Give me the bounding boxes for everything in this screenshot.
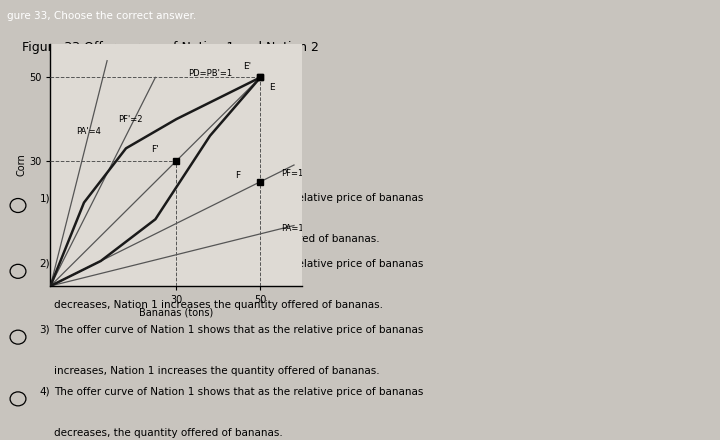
Text: 2): 2) — [40, 259, 50, 269]
Text: 4): 4) — [40, 386, 50, 396]
Text: PA'=4: PA'=4 — [76, 127, 101, 136]
Text: increases, Nation 1 increases the quantity offered of bananas.: increases, Nation 1 increases the quanti… — [54, 366, 379, 376]
Text: decreases, the quantity offered of bananas.: decreases, the quantity offered of banan… — [54, 428, 283, 438]
Text: PA=1/4: PA=1/4 — [282, 223, 312, 232]
Text: The offer curve of Nation 1 shows that as the relative price of bananas: The offer curve of Nation 1 shows that a… — [54, 325, 423, 335]
Text: PD=PB'=1: PD=PB'=1 — [188, 69, 232, 78]
Y-axis label: Corn: Corn — [17, 154, 26, 176]
Text: The offer curve of Nation 1 shows that as the relative price of bananas: The offer curve of Nation 1 shows that a… — [54, 259, 423, 269]
Text: F': F' — [151, 146, 159, 154]
Text: The offer curve of Nation 1 shows that as the relative price of bananas: The offer curve of Nation 1 shows that a… — [54, 386, 423, 396]
Text: PF=1/2: PF=1/2 — [282, 169, 312, 178]
Text: E': E' — [243, 62, 252, 71]
Text: 3): 3) — [40, 325, 50, 335]
Text: 1): 1) — [40, 193, 50, 203]
Text: Figure 33 Offer curves of Nation 1 and Nation 2: Figure 33 Offer curves of Nation 1 and N… — [22, 41, 318, 54]
Text: increases, Nation 2 increases the quantity offered of bananas.: increases, Nation 2 increases the quanti… — [54, 234, 379, 244]
Text: PF'=2: PF'=2 — [118, 114, 143, 124]
Text: F: F — [235, 171, 240, 180]
Text: decreases, Nation 1 increases the quantity offered of bananas.: decreases, Nation 1 increases the quanti… — [54, 300, 383, 310]
X-axis label: Bananas (tons): Bananas (tons) — [139, 308, 214, 318]
Text: E: E — [269, 83, 274, 92]
Text: gure 33, Choose the correct answer.: gure 33, Choose the correct answer. — [7, 11, 197, 21]
Text: The offer curve of Nation 1 shows that as the relative price of bananas: The offer curve of Nation 1 shows that a… — [54, 193, 423, 203]
